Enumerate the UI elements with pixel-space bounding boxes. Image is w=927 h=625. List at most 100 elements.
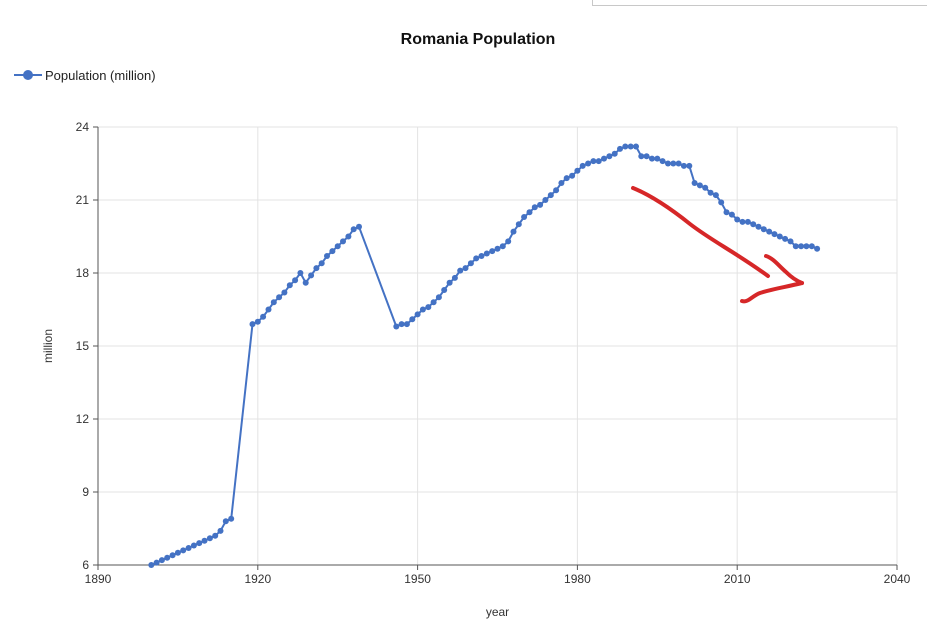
arrow-head xyxy=(764,254,804,285)
data-point xyxy=(467,260,474,267)
data-point xyxy=(340,238,346,245)
data-point xyxy=(611,150,618,157)
data-point xyxy=(686,162,693,169)
data-point xyxy=(345,233,352,240)
data-point xyxy=(579,162,586,169)
data-point xyxy=(281,289,288,296)
data-point xyxy=(526,209,533,216)
data-point xyxy=(148,562,155,568)
data-point xyxy=(228,515,235,522)
data-point xyxy=(563,175,570,182)
axes: 1890 1920 1950 1980 2010 2040 6 9 12 15 18 21 24 xyxy=(76,120,911,586)
data-point xyxy=(158,557,165,564)
data-point xyxy=(286,282,293,289)
data-point xyxy=(318,260,325,267)
data-point xyxy=(734,216,741,223)
data-point xyxy=(654,155,661,162)
data-point xyxy=(558,180,565,186)
y-tick-label: 9 xyxy=(82,485,89,499)
data-point xyxy=(483,250,490,257)
data-point xyxy=(270,299,277,306)
data-point xyxy=(696,182,703,189)
data-point xyxy=(569,172,576,179)
y-tick-label: 24 xyxy=(76,120,90,134)
data-point xyxy=(499,243,506,250)
data-point xyxy=(334,243,341,250)
data-point xyxy=(622,143,629,150)
data-point xyxy=(542,197,549,203)
data-point xyxy=(462,265,469,272)
x-tick-label: 1920 xyxy=(244,572,271,586)
data-point xyxy=(803,243,810,250)
data-point xyxy=(766,228,773,235)
arrow-shaft-lower xyxy=(740,281,804,304)
data-point xyxy=(680,162,687,169)
data-point xyxy=(174,549,181,556)
chart-title: Romania Population xyxy=(400,31,556,48)
data-point xyxy=(665,160,671,167)
y-tick-label: 6 xyxy=(82,558,89,572)
data-point xyxy=(776,233,783,240)
data-point xyxy=(356,223,362,230)
data-point xyxy=(585,160,592,167)
data-point xyxy=(531,204,538,211)
data-point xyxy=(798,243,805,250)
data-point xyxy=(521,214,528,220)
data-point xyxy=(712,192,719,199)
data-point xyxy=(398,321,405,328)
data-point xyxy=(222,518,229,525)
data-point xyxy=(755,223,762,230)
data-point xyxy=(670,160,677,167)
data-point xyxy=(633,143,639,150)
y-tick-label: 15 xyxy=(76,339,90,353)
data-point xyxy=(707,189,714,196)
data-point xyxy=(638,153,645,160)
data-point xyxy=(414,311,421,318)
data-point xyxy=(510,228,517,235)
data-point xyxy=(601,155,607,162)
data-point xyxy=(771,231,778,238)
arrow-shaft-upper xyxy=(631,186,770,278)
data-point xyxy=(260,313,267,320)
data-point xyxy=(164,554,171,561)
data-point xyxy=(787,238,794,245)
data-point xyxy=(185,545,192,551)
series-line-path xyxy=(150,145,818,566)
data-point xyxy=(739,218,746,225)
data-point xyxy=(750,221,757,228)
data-point xyxy=(505,238,512,245)
data-point xyxy=(760,226,767,233)
data-point xyxy=(313,265,320,272)
x-tick-label: 1950 xyxy=(404,572,431,586)
x-tick-label: 1980 xyxy=(564,572,591,586)
data-point xyxy=(217,527,224,534)
data-point xyxy=(206,535,213,542)
data-point xyxy=(718,199,725,206)
x-tick-label: 2010 xyxy=(724,572,751,586)
y-tick-label: 18 xyxy=(76,266,90,280)
legend[interactable]: Population (million) xyxy=(14,68,156,83)
data-point xyxy=(419,306,426,313)
legend-marker xyxy=(23,70,33,80)
data-point xyxy=(595,158,602,165)
data-point xyxy=(324,253,330,259)
top-right-panel-edge xyxy=(592,0,927,6)
data-point xyxy=(537,201,544,208)
data-point xyxy=(254,318,261,325)
grid-lines xyxy=(97,126,898,566)
data-point xyxy=(297,270,304,276)
data-point xyxy=(441,287,448,293)
data-point xyxy=(643,153,650,160)
data-point xyxy=(180,547,187,554)
data-point xyxy=(249,321,256,328)
data-point xyxy=(702,184,709,191)
data-point xyxy=(478,253,485,259)
data-point xyxy=(814,245,821,252)
data-point xyxy=(308,272,315,279)
data-point xyxy=(691,180,698,186)
data-points xyxy=(148,143,821,568)
data-point xyxy=(196,540,203,547)
data-point xyxy=(435,294,442,301)
data-point xyxy=(489,248,496,255)
